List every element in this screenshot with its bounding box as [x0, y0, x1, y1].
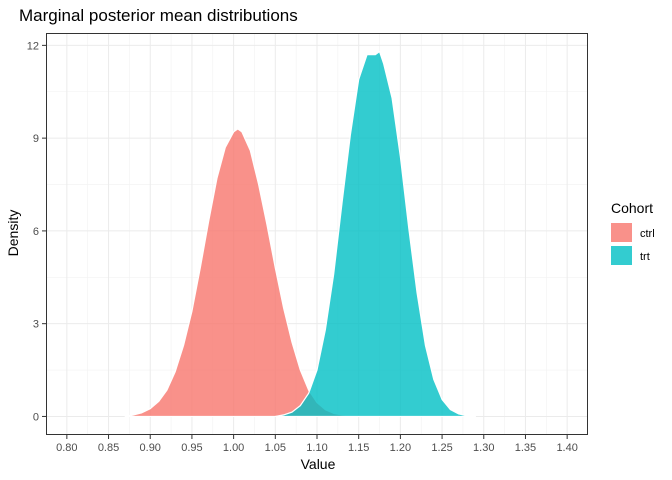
x-axis-title: Value	[301, 456, 336, 472]
y-tick-label: 6	[33, 226, 39, 238]
y-tick-label: 12	[27, 40, 39, 52]
x-tick-label: 0.85	[98, 442, 119, 454]
x-tick-label: 1.35	[515, 442, 536, 454]
y-axis-title: Density	[5, 210, 21, 257]
legend-key-trt	[611, 246, 632, 265]
y-tick-label: 3	[33, 319, 39, 331]
x-tick-label: 1.20	[390, 442, 411, 454]
x-tick-label: 1.05	[265, 442, 286, 454]
panel-border	[46, 33, 588, 435]
legend-label-ctrl: ctrl	[640, 228, 655, 240]
density-areas	[124, 50, 477, 418]
chart-title: Marginal posterior mean distributions	[19, 6, 298, 25]
x-tick-label: 0.95	[181, 442, 202, 454]
x-tick-label: 1.15	[348, 442, 369, 454]
legend-items: ctrl trt	[611, 223, 655, 265]
x-tick-label: 1.25	[431, 442, 452, 454]
x-axis: 0.80 0.85 0.90 0.95 1.00 1.05 1.10 1.15 1.20 1.25…	[56, 435, 578, 454]
legend-title: Cohort	[611, 200, 653, 216]
legend: Cohort ctrl trt	[611, 200, 655, 265]
legend-label-trt: trt	[640, 251, 650, 263]
y-axis: 0 3 6 9 12	[27, 40, 46, 423]
x-tick-label: 1.00	[223, 442, 244, 454]
y-tick-label: 9	[33, 133, 39, 145]
plot-panel	[46, 33, 588, 435]
x-tick-label: 1.30	[473, 442, 494, 454]
x-tick-label: 1.40	[556, 442, 577, 454]
density-area-trt	[274, 50, 477, 418]
x-tick-label: 0.90	[140, 442, 161, 454]
x-tick-label: 1.10	[306, 442, 327, 454]
y-tick-label: 0	[33, 411, 39, 423]
x-tick-label: 0.80	[56, 442, 77, 454]
legend-key-ctrl	[611, 223, 632, 242]
